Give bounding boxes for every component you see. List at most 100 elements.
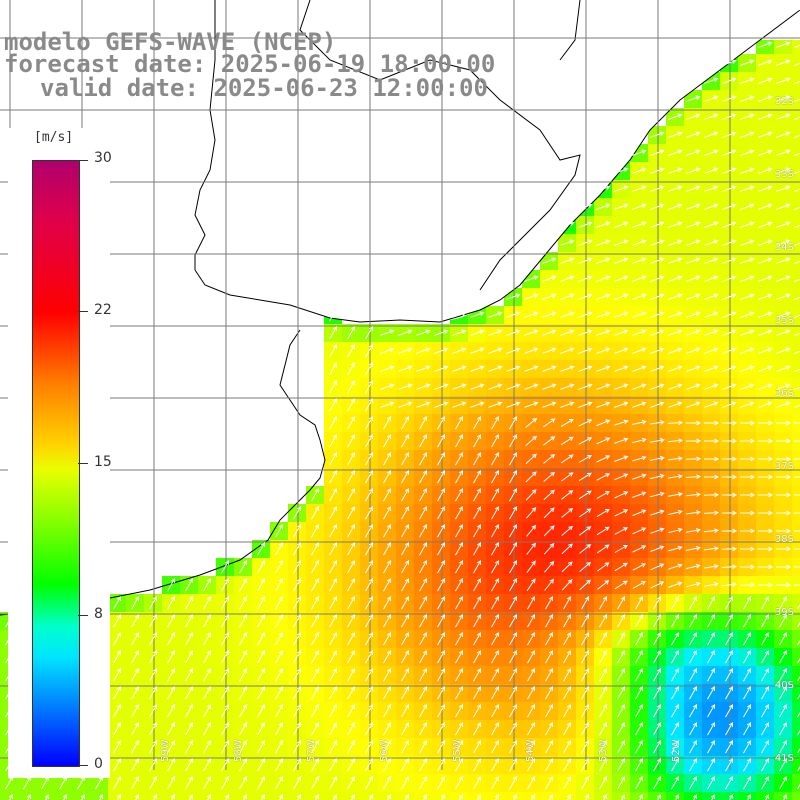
wind-speed-cell (72, 792, 90, 800)
wind-arrow (581, 667, 590, 682)
wind-arrow (721, 528, 738, 534)
wind-arrow (419, 595, 428, 610)
wind-arrow (275, 613, 284, 628)
wind-arrow (668, 581, 683, 588)
wind-arrow (526, 542, 536, 555)
wind-arrow (455, 667, 464, 682)
wind-arrow (543, 471, 556, 482)
wind-arrow (311, 631, 320, 646)
wind-arrow (383, 703, 392, 718)
coastline-bay (0, 329, 326, 616)
wind-speed-cell (792, 306, 800, 324)
wind-arrow (797, 711, 800, 718)
wind-arrow (203, 721, 212, 736)
wind-arrow (524, 329, 539, 336)
wind-arrow (599, 631, 608, 646)
wind-arrow (650, 473, 665, 480)
wind-arrow (116, 793, 122, 800)
wind-arrow (686, 167, 701, 174)
wind-arrow (758, 95, 773, 102)
wind-arrow (797, 783, 800, 790)
wind-arrow (632, 581, 646, 589)
wind-arrow (599, 775, 608, 790)
wind-arrow (8, 793, 14, 800)
wind-arrow (437, 595, 446, 610)
longitude-label: 59W (160, 739, 171, 762)
wind-arrow (239, 685, 248, 700)
wind-arrow (524, 293, 539, 300)
wind-arrow (509, 739, 518, 754)
wind-arrow (614, 203, 629, 210)
wind-arrow (704, 347, 719, 354)
wind-arrow (776, 257, 791, 264)
wind-arrow (722, 239, 737, 246)
wind-arrow (776, 149, 791, 156)
wind-arrow (383, 739, 392, 754)
wind-arrow (704, 546, 719, 551)
wind-arrow (383, 451, 392, 466)
wind-arrow (419, 613, 428, 628)
wind-arrow (365, 415, 374, 430)
wind-arrow (527, 685, 536, 700)
wind-arrow (776, 456, 792, 462)
wind-arrow (704, 293, 719, 300)
wind-arrow (544, 560, 555, 573)
wind-arrow (578, 365, 593, 372)
wind-arrow (653, 613, 662, 628)
wind-arrow (578, 454, 593, 463)
wind-arrow (650, 257, 665, 264)
wind-arrow (543, 418, 556, 428)
wind-arrow (560, 347, 575, 354)
wind-arrow (578, 419, 593, 427)
longitude-label: 53W (598, 739, 609, 762)
wind-arrow (671, 631, 680, 646)
wind-arrow (509, 433, 518, 448)
wind-arrow (526, 507, 537, 519)
wind-arrow (743, 703, 752, 718)
wind-arrow (632, 203, 647, 210)
wind-arrow (221, 775, 230, 790)
wind-arrow (581, 631, 590, 646)
wind-arrow (545, 757, 554, 772)
wind-speed-cell (108, 792, 126, 800)
wind-arrow (704, 401, 719, 408)
wind-arrow (704, 95, 719, 102)
wind-arrow (722, 167, 737, 174)
color-legend: [m/s] 30 22 15 8 0 (8, 128, 112, 778)
wind-arrow (614, 544, 629, 553)
wind-arrow (635, 649, 644, 664)
wind-arrow (704, 221, 719, 228)
wind-arrow (149, 631, 158, 646)
wind-arrow (635, 757, 644, 772)
wind-arrow (794, 98, 800, 102)
wind-arrow (488, 365, 503, 372)
wind-arrow (650, 527, 665, 534)
wind-arrow (725, 721, 734, 736)
border-lines (194, 0, 581, 291)
wind-arrow (524, 275, 539, 282)
wind-arrow (596, 455, 611, 463)
wind-arrow (329, 631, 338, 646)
wind-arrow (758, 77, 773, 84)
wind-arrow (527, 703, 536, 718)
wind-arrow (167, 703, 176, 718)
wind-arrow (203, 775, 212, 790)
wind-arrow (473, 739, 482, 754)
legend-tick-label: 22 (94, 302, 112, 318)
wind-arrow (617, 631, 626, 646)
wind-arrow (632, 473, 647, 480)
wind-arrow (596, 311, 611, 318)
wind-arrow (419, 577, 428, 592)
wind-arrow (275, 721, 284, 736)
wind-arrow (761, 721, 770, 736)
wind-arrow (632, 509, 647, 517)
legend-tick-label: 30 (94, 150, 112, 166)
wind-arrow (347, 361, 356, 376)
wind-arrow (509, 451, 518, 466)
wind-arrow (761, 649, 770, 664)
wind-arrow (779, 721, 788, 736)
wind-arrow (668, 167, 683, 174)
wind-arrow (275, 739, 284, 754)
wind-arrow (743, 649, 752, 664)
